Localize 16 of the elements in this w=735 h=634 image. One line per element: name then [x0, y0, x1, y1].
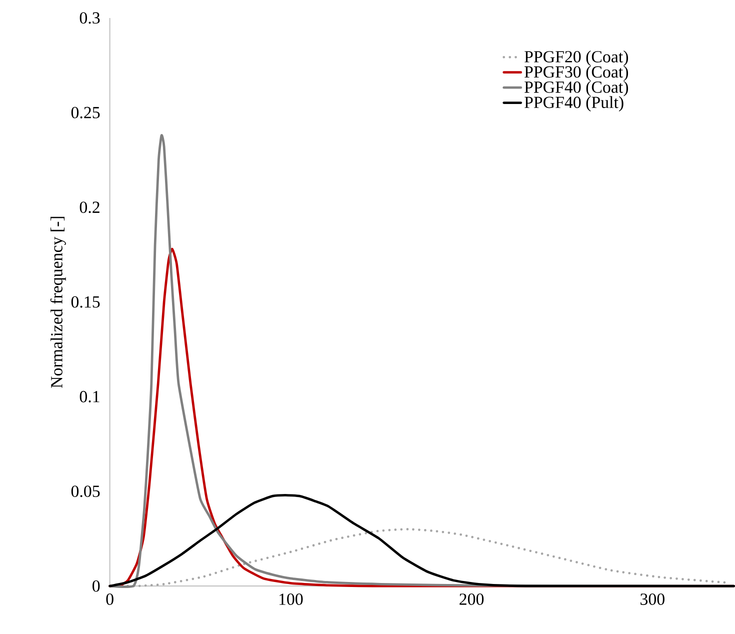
legend-label: PPGF40 (Pult): [524, 96, 624, 112]
y-tick-label: 0.3: [80, 12, 100, 24]
y-tick-label: 0: [92, 580, 100, 592]
x-tick-label: 300: [640, 594, 664, 605]
y-tick-label: 0.15: [71, 296, 100, 308]
legend-label: PPGF30 (Coat): [524, 66, 628, 82]
y-axis-title: Normalized frequency [-]: [50, 216, 66, 388]
legend-label: PPGF20 (Coat): [524, 50, 628, 66]
x-tick-label: 200: [460, 594, 484, 605]
x-tick-label: 0: [106, 594, 114, 605]
x-tick-label: 100: [279, 594, 303, 605]
legend-label: PPGF40 (Coat): [524, 80, 628, 96]
y-tick-label: 0.1: [80, 390, 100, 402]
y-tick-label: 0.2: [80, 202, 100, 214]
y-tick-label: 0.25: [71, 106, 100, 118]
y-tick-label: 0.05: [71, 486, 100, 498]
